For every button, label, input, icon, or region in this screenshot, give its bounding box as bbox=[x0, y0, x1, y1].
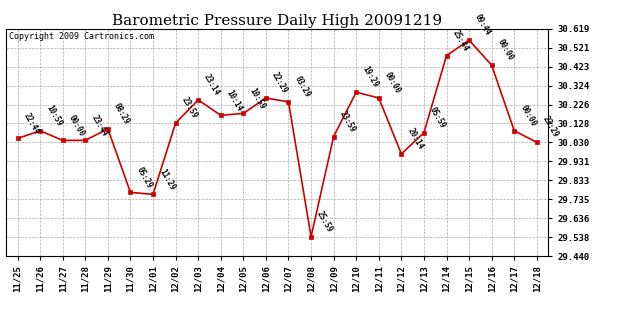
Text: Copyright 2009 Cartronics.com: Copyright 2009 Cartronics.com bbox=[9, 32, 154, 41]
Text: 00:00: 00:00 bbox=[496, 38, 515, 62]
Text: 00:00: 00:00 bbox=[383, 71, 403, 95]
Text: 05:29: 05:29 bbox=[135, 165, 154, 190]
Text: 23:14: 23:14 bbox=[202, 73, 222, 97]
Text: 10:59: 10:59 bbox=[248, 86, 267, 111]
Text: 22:44: 22:44 bbox=[22, 111, 41, 136]
Text: 25:59: 25:59 bbox=[315, 209, 335, 234]
Text: 23:29: 23:29 bbox=[541, 115, 560, 140]
Text: 20:14: 20:14 bbox=[406, 127, 425, 151]
Text: 03:29: 03:29 bbox=[293, 75, 312, 99]
Text: 08:29: 08:29 bbox=[112, 101, 132, 126]
Text: 00:00: 00:00 bbox=[518, 103, 538, 128]
Title: Barometric Pressure Daily High 20091219: Barometric Pressure Daily High 20091219 bbox=[112, 14, 442, 28]
Text: 11:29: 11:29 bbox=[158, 167, 176, 192]
Text: 05:59: 05:59 bbox=[428, 105, 447, 130]
Text: 23:44: 23:44 bbox=[89, 113, 109, 138]
Text: 10:59: 10:59 bbox=[44, 103, 64, 128]
Text: 25:44: 25:44 bbox=[450, 28, 470, 53]
Text: 22:29: 22:29 bbox=[270, 71, 289, 95]
Text: 09:44: 09:44 bbox=[473, 13, 493, 37]
Text: 19:29: 19:29 bbox=[360, 65, 380, 89]
Text: 10:14: 10:14 bbox=[225, 88, 244, 113]
Text: 00:00: 00:00 bbox=[67, 113, 86, 138]
Text: 23:59: 23:59 bbox=[180, 96, 199, 120]
Text: 23:59: 23:59 bbox=[338, 109, 357, 134]
